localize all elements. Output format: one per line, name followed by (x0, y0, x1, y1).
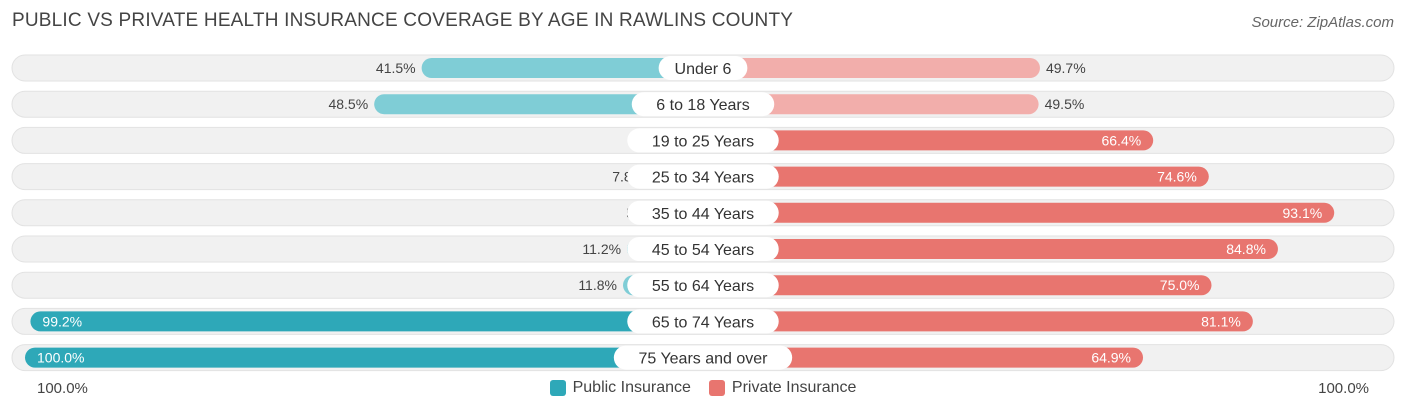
legend-swatch-private (708, 380, 725, 396)
category-pill (627, 128, 779, 153)
legend-label-private: Private Insurance (731, 379, 857, 396)
category-pill (631, 92, 775, 117)
category-pill (627, 164, 779, 189)
label-private: 81.1% (1201, 313, 1241, 329)
bar-private (703, 239, 1278, 259)
bar-private (703, 130, 1154, 151)
category-label: 6 to 18 Years (656, 97, 749, 114)
bar-private (703, 275, 1212, 296)
bar-private (703, 311, 1253, 332)
bar-private (703, 166, 1209, 187)
category-label: Under 6 (675, 61, 732, 78)
legend-swatch-public (549, 380, 566, 396)
source-credit: Source: ZipAtlas.com (1251, 14, 1394, 31)
chart-title: PUBLIC VS PRIVATE HEALTH INSURANCE COVER… (12, 10, 794, 31)
category-label: 35 to 44 Years (652, 206, 754, 223)
label-private: 64.9% (1091, 350, 1131, 366)
label-public: 99.2% (42, 313, 82, 329)
bar-private (703, 347, 1144, 368)
label-public: 11.8% (578, 277, 617, 293)
category-label: 65 to 74 Years (652, 314, 754, 331)
label-private: 66.4% (1101, 132, 1141, 148)
legend-label-public: Public Insurance (572, 379, 691, 396)
category-pill (658, 56, 748, 80)
bar-public (30, 311, 703, 332)
label-private: 75.0% (1160, 277, 1200, 293)
label-private: 84.8% (1226, 241, 1266, 257)
category-pill (613, 345, 793, 370)
category-pill (627, 273, 779, 298)
bar-public (374, 94, 703, 115)
category-label: 75 Years and over (639, 351, 769, 368)
label-public: 11.2% (582, 241, 621, 257)
axis-right-label: 100.0% (1318, 380, 1369, 397)
label-public: 48.5% (328, 96, 368, 112)
bar-public (421, 58, 703, 78)
label-private: 49.7% (1046, 60, 1086, 76)
category-label: 45 to 54 Years (652, 242, 754, 259)
label-private: 93.1% (1283, 205, 1323, 221)
bar-public (25, 347, 703, 368)
category-label: 25 to 34 Years (652, 170, 754, 187)
category-pill (627, 309, 779, 334)
category-pill (627, 200, 779, 225)
legend-item-public: Public Insurance (549, 379, 691, 397)
category-label: 19 to 25 Years (652, 133, 754, 150)
label-private: 49.5% (1045, 96, 1085, 112)
label-public: 100.0% (37, 350, 84, 366)
chart-canvas: 41.5% 49.7% Under 6 48.5% 49.5% 6 to 18 Years… (11, 54, 1395, 372)
category-pill (627, 237, 779, 261)
legend-item-private: Private Insurance (708, 379, 857, 397)
label-public: 41.5% (376, 60, 416, 76)
bar-private (703, 202, 1335, 223)
axis-left-label: 100.0% (37, 380, 88, 397)
label-private: 74.6% (1157, 169, 1197, 185)
bar-private (703, 94, 1039, 115)
bar-private (703, 58, 1040, 78)
category-label: 55 to 64 Years (652, 278, 754, 295)
legend: Public Insurance Private Insurance (0, 379, 1406, 397)
